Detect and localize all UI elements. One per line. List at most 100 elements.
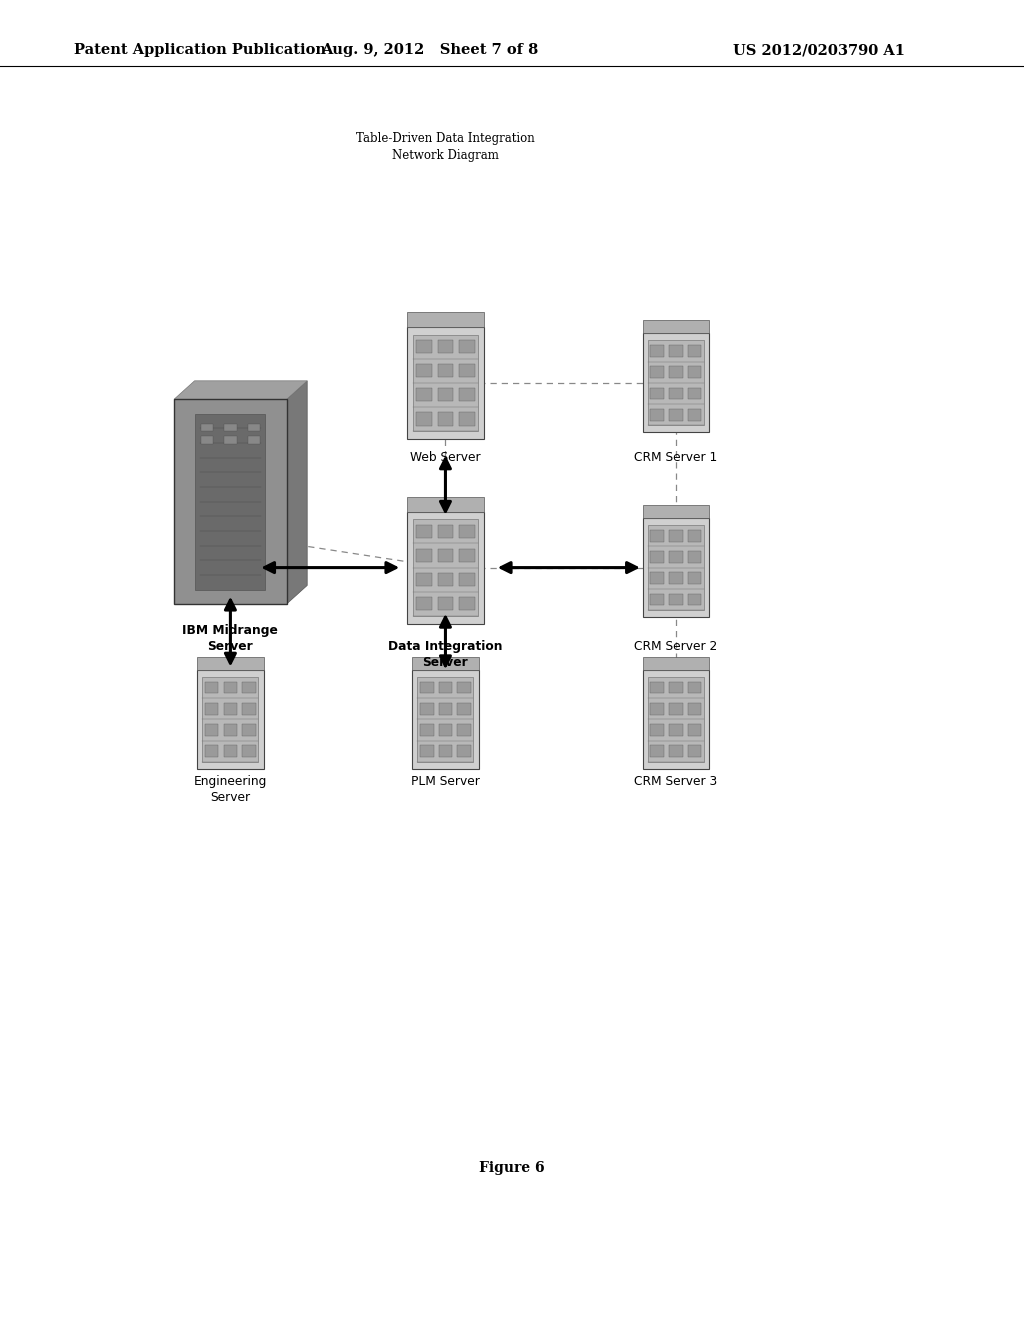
- Bar: [416, 549, 432, 562]
- Bar: [413, 334, 477, 432]
- Bar: [688, 409, 701, 421]
- Bar: [437, 364, 454, 378]
- Bar: [201, 437, 213, 444]
- Bar: [458, 725, 471, 735]
- Bar: [413, 519, 477, 616]
- Bar: [459, 412, 475, 425]
- Text: CRM Server 3: CRM Server 3: [634, 775, 718, 788]
- Text: Engineering
Server: Engineering Server: [194, 775, 267, 804]
- FancyBboxPatch shape: [412, 671, 478, 768]
- Text: Web Server: Web Server: [411, 451, 480, 465]
- Bar: [669, 594, 683, 606]
- Bar: [437, 549, 454, 562]
- Bar: [420, 681, 433, 693]
- Polygon shape: [287, 380, 307, 605]
- Bar: [438, 681, 453, 693]
- Bar: [458, 704, 471, 714]
- Bar: [408, 496, 484, 512]
- Bar: [688, 594, 701, 606]
- Bar: [669, 552, 683, 562]
- Text: IBM Midrange
Server: IBM Midrange Server: [182, 624, 279, 653]
- Bar: [688, 681, 701, 693]
- Bar: [688, 345, 701, 356]
- Bar: [650, 725, 664, 735]
- Bar: [416, 525, 432, 539]
- Bar: [223, 725, 238, 735]
- Bar: [458, 681, 471, 693]
- Bar: [669, 409, 683, 421]
- Bar: [223, 681, 238, 693]
- Bar: [243, 725, 256, 735]
- Bar: [438, 725, 453, 735]
- Bar: [243, 746, 256, 758]
- Bar: [459, 549, 475, 562]
- Bar: [650, 746, 664, 758]
- Bar: [412, 657, 478, 671]
- Bar: [669, 704, 683, 714]
- FancyBboxPatch shape: [408, 512, 484, 624]
- Polygon shape: [174, 380, 307, 399]
- Bar: [437, 573, 454, 586]
- Bar: [650, 594, 664, 606]
- Bar: [223, 746, 238, 758]
- FancyBboxPatch shape: [197, 671, 264, 768]
- Bar: [650, 409, 664, 421]
- Bar: [437, 597, 454, 610]
- Bar: [688, 704, 701, 714]
- FancyBboxPatch shape: [408, 327, 484, 438]
- Bar: [650, 552, 664, 562]
- Bar: [648, 677, 703, 762]
- Bar: [643, 506, 710, 519]
- Bar: [205, 681, 218, 693]
- Bar: [650, 704, 664, 714]
- Text: CRM Server 2: CRM Server 2: [634, 640, 718, 653]
- Bar: [688, 529, 701, 541]
- Text: CRM Server 1: CRM Server 1: [634, 451, 718, 465]
- FancyBboxPatch shape: [643, 671, 710, 768]
- Bar: [669, 573, 683, 583]
- Bar: [205, 725, 218, 735]
- Bar: [648, 525, 703, 610]
- Bar: [650, 388, 664, 399]
- Bar: [669, 367, 683, 378]
- Bar: [648, 341, 703, 425]
- Bar: [408, 312, 484, 327]
- Bar: [650, 573, 664, 583]
- Bar: [248, 424, 260, 432]
- Bar: [669, 681, 683, 693]
- Text: Figure 6: Figure 6: [479, 1162, 545, 1175]
- Bar: [416, 341, 432, 354]
- Bar: [420, 746, 433, 758]
- Text: Data Integration
Server: Data Integration Server: [388, 640, 503, 669]
- Bar: [418, 677, 473, 762]
- Bar: [437, 341, 454, 354]
- Bar: [174, 399, 287, 605]
- Bar: [438, 746, 453, 758]
- Text: PLM Server: PLM Server: [411, 775, 480, 788]
- Bar: [224, 437, 237, 444]
- Bar: [438, 704, 453, 714]
- Bar: [688, 573, 701, 583]
- Bar: [420, 725, 433, 735]
- Bar: [458, 746, 471, 758]
- Bar: [669, 746, 683, 758]
- Bar: [643, 657, 710, 671]
- Bar: [688, 388, 701, 399]
- Bar: [197, 657, 264, 671]
- Text: Patent Application Publication: Patent Application Publication: [74, 44, 326, 57]
- Bar: [203, 677, 258, 762]
- Bar: [459, 573, 475, 586]
- Bar: [437, 388, 454, 401]
- Bar: [420, 704, 433, 714]
- Bar: [688, 725, 701, 735]
- Bar: [650, 367, 664, 378]
- Bar: [669, 529, 683, 541]
- Bar: [243, 704, 256, 714]
- Bar: [688, 552, 701, 562]
- Bar: [650, 529, 664, 541]
- Bar: [650, 345, 664, 356]
- Bar: [224, 424, 237, 432]
- Bar: [459, 364, 475, 378]
- FancyBboxPatch shape: [643, 519, 710, 618]
- Bar: [196, 413, 265, 590]
